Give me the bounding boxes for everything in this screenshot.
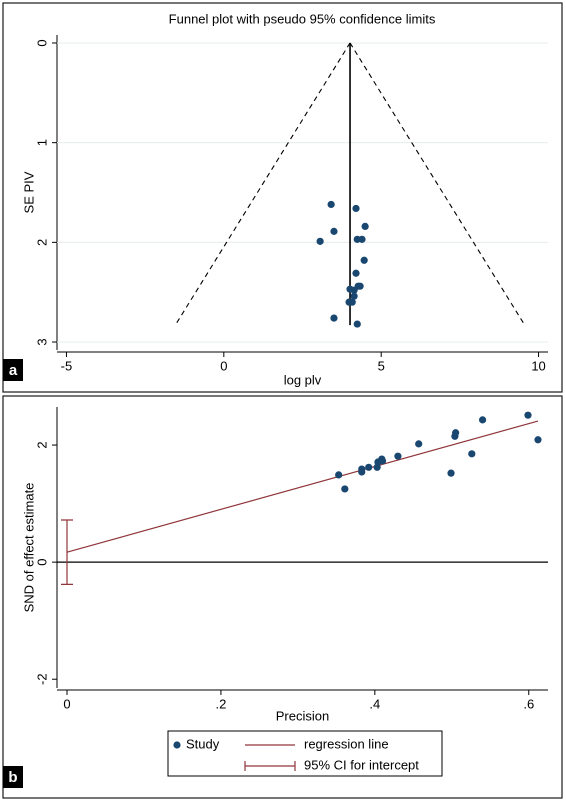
x-tick-label: -5: [61, 358, 73, 373]
panel-tag: a: [9, 362, 18, 379]
data-point: [534, 436, 542, 444]
y-tick-label: 1: [34, 139, 49, 146]
data-point: [353, 320, 361, 328]
legend-box: [167, 730, 443, 777]
data-point: [394, 452, 402, 460]
x-axis-label: log plv: [284, 372, 322, 387]
data-point: [352, 269, 360, 277]
panel-frame: [2, 2, 563, 393]
legend-ci: [244, 761, 296, 771]
data-point: [350, 286, 358, 294]
legend-marker: [173, 741, 181, 749]
panel-tag: b: [8, 769, 17, 786]
y-tick-label: 2: [34, 239, 49, 246]
data-point: [350, 292, 358, 300]
data-point: [330, 227, 338, 235]
y-tick-label: 3: [34, 338, 49, 345]
data-point: [341, 485, 349, 493]
intercept-ci: [61, 519, 74, 585]
x-tick-label: .4: [369, 696, 380, 711]
y-tick-label: 2: [34, 441, 49, 448]
data-point: [356, 282, 364, 290]
data-point: [335, 471, 343, 479]
data-point: [478, 416, 487, 424]
y-tick-label: 0: [34, 39, 49, 46]
legend-label: Study: [186, 736, 220, 751]
data-point: [447, 469, 455, 477]
data-point: [348, 298, 356, 306]
data-point: [327, 200, 335, 209]
data-point: [373, 463, 381, 471]
data-point: [452, 429, 460, 437]
data-point: [365, 463, 373, 471]
x-axis-label: Precision: [276, 708, 329, 723]
data-point: [358, 235, 366, 243]
data-point: [524, 411, 532, 419]
legend-label: 95% CI for intercept: [304, 757, 419, 772]
data-point: [468, 450, 476, 458]
y-axis-label: SND of effect estimate: [21, 483, 36, 613]
x-tick-label: 0: [63, 696, 70, 711]
data-point: [361, 222, 369, 230]
regression-line: [66, 420, 539, 553]
panel-tag-bg: [3, 766, 23, 788]
x-tick-label: 5: [378, 358, 385, 373]
panel-tag-bg: [3, 359, 23, 381]
y-tick-label: 0: [34, 559, 49, 566]
legend-label: regression line: [304, 736, 389, 751]
data-point: [378, 457, 387, 465]
confidence-line: [349, 42, 526, 326]
data-point: [415, 440, 423, 448]
y-tick-label: -2: [34, 673, 49, 685]
x-tick-label: .2: [216, 696, 227, 711]
data-point: [352, 204, 360, 213]
data-point: [316, 237, 324, 245]
data-point: [358, 465, 366, 473]
y-axis-label: SE PIV: [21, 171, 36, 213]
confidence-line: [174, 42, 351, 326]
x-tick-label: 0: [220, 358, 227, 373]
chart-title: Funnel plot with pseudo 95% confidence l…: [169, 11, 436, 26]
data-point: [360, 256, 368, 264]
data-point: [330, 314, 338, 322]
x-tick-label: .6: [523, 696, 534, 711]
x-tick-label: 10: [531, 358, 545, 373]
